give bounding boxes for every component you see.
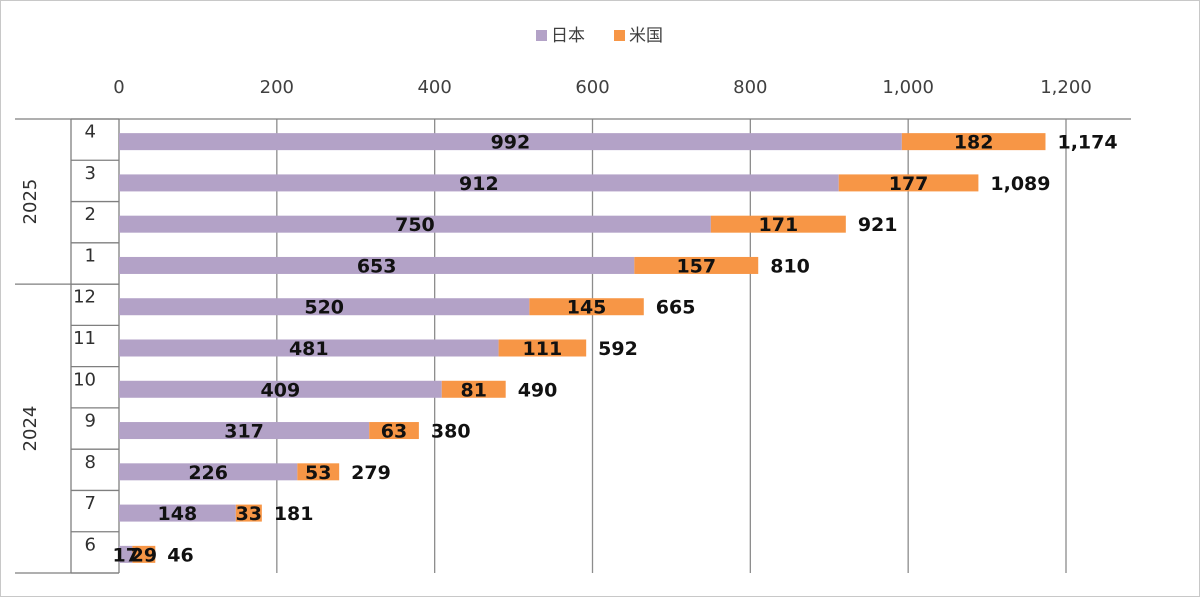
bar-japan <box>119 256 635 274</box>
month-label: 1 <box>85 245 96 266</box>
bar-usa <box>132 545 156 563</box>
data-label-usa: 157 <box>676 255 716 277</box>
data-label-total: 380 <box>431 421 471 443</box>
bar-japan <box>119 545 133 563</box>
x-tick-label: 1,000 <box>882 77 934 98</box>
data-label-japan: 912 <box>459 173 499 195</box>
bar-usa <box>369 422 419 440</box>
data-label-total: 181 <box>274 503 314 525</box>
data-label-usa: 145 <box>567 297 607 319</box>
bar-usa <box>710 215 846 233</box>
bar-usa <box>634 256 759 274</box>
data-label-japan: 520 <box>304 297 344 319</box>
bar-usa <box>529 298 644 316</box>
bar-usa <box>441 380 506 398</box>
data-label-total: 665 <box>656 297 696 319</box>
data-label-total: 921 <box>858 214 898 236</box>
data-label-usa: 171 <box>759 214 799 236</box>
data-label-japan: 317 <box>224 421 264 443</box>
month-label: 8 <box>85 452 96 473</box>
year-label: 2024 <box>20 406 41 452</box>
bar-japan <box>119 504 236 522</box>
legend-label-japan: 日本 <box>551 26 585 46</box>
month-label: 12 <box>73 287 96 308</box>
x-tick-label: 600 <box>575 77 609 98</box>
month-label: 11 <box>73 328 96 349</box>
bar-japan <box>119 339 499 357</box>
x-tick-label: 0 <box>113 77 124 98</box>
data-label-usa: 63 <box>381 421 407 443</box>
year-label: 2025 <box>20 179 41 225</box>
data-label-usa: 53 <box>305 462 331 484</box>
month-label: 7 <box>85 493 96 514</box>
legend-label-usa: 米国 <box>629 26 663 46</box>
bar-usa <box>838 174 979 192</box>
data-label-japan: 750 <box>395 214 435 236</box>
bar-japan <box>119 380 442 398</box>
data-label-total: 279 <box>351 462 391 484</box>
month-label: 9 <box>85 411 96 432</box>
data-label-total: 1,089 <box>990 173 1050 195</box>
data-label-japan: 992 <box>491 132 531 154</box>
bar-japan <box>119 463 298 481</box>
data-label-japan: 481 <box>289 338 329 360</box>
data-label-total: 592 <box>598 338 638 360</box>
month-label: 3 <box>85 163 96 184</box>
x-tick-label: 400 <box>417 77 451 98</box>
bar-usa <box>297 463 340 481</box>
bar-japan <box>119 133 902 151</box>
data-label-usa: 177 <box>889 173 929 195</box>
data-label-usa: 33 <box>236 503 262 525</box>
bar-usa <box>901 133 1046 151</box>
x-tick-label: 800 <box>733 77 767 98</box>
data-label-usa: 182 <box>954 132 994 154</box>
month-label: 10 <box>73 369 96 390</box>
data-label-japan: 17 <box>112 544 138 566</box>
bar-japan <box>119 215 711 233</box>
month-label: 4 <box>85 122 96 143</box>
bar-japan <box>119 422 370 440</box>
month-label: 2 <box>85 204 96 225</box>
data-label-usa: 81 <box>461 379 487 401</box>
data-label-total: 46 <box>167 544 193 566</box>
data-label-japan: 226 <box>188 462 228 484</box>
legend-swatch-usa <box>614 30 625 41</box>
x-tick-label: 200 <box>260 77 294 98</box>
bar-japan <box>119 298 530 316</box>
bar-japan <box>119 174 839 192</box>
legend-swatch-japan <box>536 30 547 41</box>
x-tick-label: 1,200 <box>1040 77 1092 98</box>
data-label-japan: 653 <box>357 255 397 277</box>
data-label-japan: 148 <box>158 503 198 525</box>
bar-usa <box>235 504 262 522</box>
data-label-usa: 29 <box>131 544 157 566</box>
data-label-japan: 409 <box>261 379 301 401</box>
month-label: 6 <box>85 534 96 555</box>
data-label-total: 1,174 <box>1057 132 1117 154</box>
bar-usa <box>498 339 587 357</box>
data-label-total: 810 <box>770 255 810 277</box>
data-label-total: 490 <box>518 379 558 401</box>
data-label-usa: 111 <box>523 338 563 360</box>
